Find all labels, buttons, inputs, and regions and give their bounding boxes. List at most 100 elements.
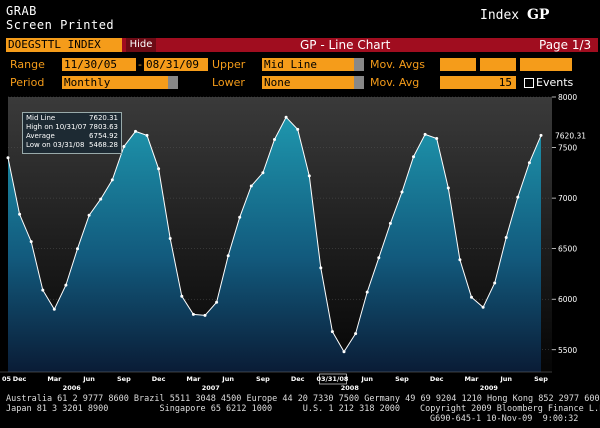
x-year-label: 2008 xyxy=(341,384,360,392)
range-label: Range xyxy=(10,58,45,71)
data-point xyxy=(134,129,137,133)
data-point xyxy=(423,132,427,136)
index-label: Index xyxy=(480,8,520,23)
data-point xyxy=(354,332,358,336)
stats-row: Average 6754.92 xyxy=(26,132,118,140)
data-points xyxy=(6,115,543,354)
range-separator: - xyxy=(138,58,142,71)
stats-row: Low on 03/31/08 5468.28 xyxy=(26,141,118,149)
data-point xyxy=(284,115,288,119)
screen-title-grab: GRAB xyxy=(6,4,37,18)
data-point xyxy=(215,300,219,304)
data-point xyxy=(6,156,10,160)
data-point xyxy=(52,307,56,311)
x-year-label: 2009 xyxy=(480,384,499,392)
mov-avg-2-input[interactable] xyxy=(480,58,516,71)
data-point xyxy=(157,167,161,171)
x-tick-label: Dec xyxy=(430,375,444,383)
data-point xyxy=(168,237,172,240)
mov-avg-1-input[interactable] xyxy=(440,58,476,71)
data-point xyxy=(99,197,103,201)
y-tick-label: 8000 xyxy=(558,93,577,102)
x-tick-label: Mar xyxy=(464,375,479,383)
x-tick-label: 05 xyxy=(2,375,12,383)
x-tick-label: Mar xyxy=(186,375,201,383)
data-point xyxy=(446,186,450,190)
upper-dropdown-arrow[interactable] xyxy=(354,58,364,71)
data-point xyxy=(238,215,242,219)
x-tick-label: Jun xyxy=(82,375,95,383)
range-end-input[interactable]: 08/31/09 xyxy=(144,58,208,71)
data-point xyxy=(342,350,346,354)
chart-type-title: GP - Line Chart xyxy=(300,38,391,52)
data-point xyxy=(110,178,114,182)
range-start-input[interactable]: 11/30/05 xyxy=(62,58,136,71)
lower-dropdown-arrow[interactable] xyxy=(354,76,364,89)
period-select[interactable]: Monthly xyxy=(62,76,168,89)
last-value-box xyxy=(553,130,584,141)
x-cursor-box xyxy=(319,373,347,385)
x-tick-label: Sep xyxy=(534,375,548,383)
data-point xyxy=(296,127,300,131)
x-tick-label: Sep xyxy=(256,375,270,383)
upper-select[interactable]: Mid Line xyxy=(262,58,354,71)
data-point xyxy=(377,256,381,260)
function-header: Index GP xyxy=(480,7,549,23)
hide-button[interactable]: Hide xyxy=(126,38,156,52)
data-point xyxy=(388,221,392,225)
data-point xyxy=(18,212,22,216)
x-year-label: 2007 xyxy=(202,384,220,392)
data-point xyxy=(273,138,276,141)
x-tick-label: 03/31/08 xyxy=(316,375,348,383)
x-tick-label: Dec xyxy=(152,375,166,383)
stats-row: High on 10/31/07 7803.63 xyxy=(26,123,118,131)
lower-select[interactable]: None xyxy=(262,76,354,89)
data-point xyxy=(261,171,265,175)
footer-contacts: Australia 61 2 9777 8600 Brazil 5511 304… xyxy=(6,394,600,404)
x-tick-label: Dec xyxy=(13,375,27,383)
y-tick-label: 6500 xyxy=(558,245,577,254)
footer-timestamp: G690-645-1 10-Nov-09 9:00:32 xyxy=(430,414,579,424)
y-tick-label: 7000 xyxy=(558,194,577,203)
lower-label: Lower xyxy=(212,76,245,89)
x-tick-label: Sep xyxy=(117,375,131,383)
data-point xyxy=(87,213,91,217)
data-point xyxy=(191,312,195,316)
mov-avg-label: Mov. Avg xyxy=(370,76,420,89)
data-point xyxy=(330,330,334,334)
area-fill xyxy=(8,117,541,372)
data-point xyxy=(470,295,473,299)
ticker-field[interactable]: DOEGSTTL INDEX xyxy=(6,38,122,52)
events-checkbox[interactable] xyxy=(524,78,534,88)
data-point xyxy=(64,283,68,287)
x-tick-label: Jun xyxy=(499,375,512,383)
x-tick-label: Sep xyxy=(395,375,409,383)
x-tick-label: Dec xyxy=(291,375,305,383)
data-point xyxy=(180,294,184,298)
data-point xyxy=(539,133,543,137)
stats-box: Mid Line 7620.31 High on 10/31/07 7803.63 … xyxy=(22,112,122,154)
x-tick-label: Jun xyxy=(221,375,234,383)
y-tick-label: 5500 xyxy=(558,346,577,355)
data-point xyxy=(249,184,253,188)
last-value-label: 7620.31 xyxy=(555,131,586,140)
mov-avg-3-input[interactable] xyxy=(520,58,572,71)
data-point xyxy=(29,240,33,244)
period-dropdown-arrow[interactable] xyxy=(168,76,178,89)
data-point xyxy=(76,247,79,251)
data-point xyxy=(307,174,311,178)
data-point xyxy=(41,288,45,292)
y-tick-label: 7500 xyxy=(558,144,577,153)
data-point xyxy=(527,161,531,165)
mov-avg-input[interactable]: 15 xyxy=(440,76,516,89)
data-point xyxy=(504,236,508,239)
function-code: GP xyxy=(526,7,550,23)
x-axis: 05 Dec Mar Jun Sep Dec Mar Jun Sep Dec 03/31/08 Jun… xyxy=(0,371,552,392)
stats-row: Mid Line 7620.31 xyxy=(26,114,118,122)
events-label: Events xyxy=(536,76,574,89)
data-point xyxy=(203,313,207,317)
period-label: Period xyxy=(10,76,45,89)
last-value-marker: 7620.31 xyxy=(553,130,586,141)
page-indicator: Page 1/3 xyxy=(539,38,592,52)
screen-subtitle: Screen Printed xyxy=(6,18,115,32)
